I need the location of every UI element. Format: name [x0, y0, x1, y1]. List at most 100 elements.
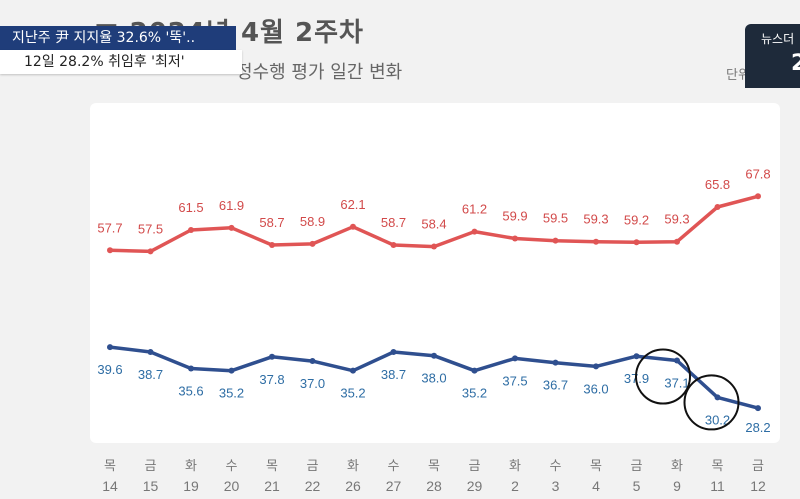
x-tick-day: 금 — [469, 459, 481, 474]
negative-data-label: 59.2 — [624, 212, 649, 227]
positive-point — [593, 363, 599, 370]
x-tick-date: 26 — [345, 478, 361, 494]
positive-data-label: 36.0 — [583, 381, 608, 396]
positive-data-label: 35.6 — [178, 384, 203, 399]
channel-name: 뉴스더 — [761, 32, 795, 46]
x-tick-day: 금 — [307, 459, 319, 474]
positive-data-label: 28.2 — [745, 420, 770, 435]
x-tick-day: 화 — [509, 459, 521, 474]
negative-point — [633, 239, 640, 246]
x-tick-day: 수 — [226, 459, 238, 474]
x-tick-day: 목 — [590, 459, 602, 474]
positive-point — [755, 405, 761, 412]
caption-headline: 지난주 尹 지지율 32.6% '뚝'.. — [0, 26, 236, 50]
x-tick-date: 4 — [592, 478, 600, 494]
negative-data-label: 67.8 — [745, 166, 770, 181]
chart-subtitle: 정수행 평가 일간 변화 — [236, 62, 403, 83]
x-tick-day: 화 — [185, 459, 197, 474]
x-tick-date: 3 — [552, 478, 560, 494]
positive-data-label: 36.7 — [543, 378, 568, 393]
caption-subline: 12일 28.2% 취임후 '최저' — [0, 50, 242, 74]
negative-data-label: 57.7 — [97, 220, 122, 235]
negative-data-label: 58.7 — [381, 215, 406, 230]
negative-data-label: 61.9 — [219, 198, 244, 213]
channel-badge: 뉴스더 2 — [745, 24, 800, 88]
x-tick-date: 21 — [264, 478, 280, 494]
x-tick-date: 15 — [143, 478, 159, 494]
negative-point — [269, 241, 275, 248]
positive-point — [471, 367, 478, 374]
negative-data-label: 58.4 — [421, 217, 446, 232]
positive-data-label: 30.2 — [705, 412, 730, 427]
highlight-circle — [683, 374, 740, 431]
negative-point — [188, 226, 194, 233]
negative-point — [350, 223, 356, 230]
negative-data-label: 58.9 — [300, 214, 325, 229]
negative-point — [390, 241, 397, 248]
negative-data-label: 65.8 — [705, 177, 730, 192]
negative-point — [147, 248, 154, 255]
x-tick-date: 2 — [511, 478, 519, 494]
x-tick-date: 11 — [710, 478, 725, 494]
negative-point — [471, 228, 478, 235]
negative-point — [552, 237, 559, 244]
positive-point — [269, 353, 275, 360]
negative-data-label: 59.3 — [664, 212, 689, 227]
negative-point — [107, 247, 113, 254]
x-tick-day: 수 — [388, 459, 400, 474]
positive-point — [714, 394, 721, 401]
positive-data-label: 39.6 — [97, 362, 122, 377]
positive-data-label: 37.8 — [259, 372, 284, 387]
x-tick-date: 19 — [183, 478, 199, 494]
positive-point — [350, 367, 356, 374]
x-tick-day: 금 — [631, 459, 643, 474]
positive-data-label: 37.1 — [664, 376, 689, 391]
negative-point — [593, 238, 599, 245]
x-tick-day: 목 — [104, 459, 116, 474]
channel-number: 2 — [791, 51, 800, 76]
negative-point — [512, 235, 518, 242]
positive-point — [188, 365, 194, 372]
positive-data-label: 35.2 — [219, 386, 244, 401]
x-tick-day: 화 — [671, 459, 683, 474]
positive-point — [147, 348, 154, 355]
negative-data-label: 57.5 — [138, 221, 163, 236]
negative-point — [755, 193, 761, 200]
x-tick-date: 27 — [386, 478, 402, 494]
positive-point — [390, 348, 397, 355]
x-tick-date: 14 — [102, 478, 118, 494]
negative-data-label: 59.3 — [583, 212, 608, 227]
negative-point — [431, 243, 437, 250]
negative-data-label: 59.9 — [502, 209, 527, 224]
negative-data-label: 59.5 — [543, 211, 568, 226]
x-tick-date: 9 — [673, 478, 681, 494]
positive-point — [228, 367, 235, 374]
positive-data-label: 37.0 — [300, 376, 325, 391]
positive-point — [633, 353, 640, 360]
plot-area — [90, 103, 780, 443]
positive-data-label: 38.0 — [421, 371, 446, 386]
x-tick-date: 20 — [224, 478, 240, 494]
x-tick-day: 수 — [550, 459, 562, 474]
highlight-circle — [635, 348, 691, 405]
negative-point — [714, 203, 721, 210]
x-tick-day: 금 — [145, 459, 157, 474]
positive-point — [512, 355, 518, 362]
negative-data-label: 62.1 — [340, 197, 365, 212]
positive-point — [674, 357, 680, 364]
x-tick-day: 목 — [428, 459, 440, 474]
negative-point — [309, 240, 316, 247]
positive-data-label: 35.2 — [462, 386, 487, 401]
x-tick-day: 목 — [266, 459, 278, 474]
x-tick-date: 29 — [467, 478, 483, 494]
positive-data-label: 37.5 — [502, 373, 527, 388]
positive-data-label: 38.7 — [381, 367, 406, 382]
negative-data-label: 61.5 — [178, 200, 203, 215]
x-tick-day: 목 — [712, 459, 724, 474]
negative-point — [674, 238, 680, 245]
negative-data-label: 61.2 — [462, 202, 487, 217]
x-tick-date: 28 — [426, 478, 442, 494]
positive-data-label: 38.7 — [138, 367, 163, 382]
x-tick-date: 22 — [305, 478, 321, 494]
x-tick-date: 5 — [633, 478, 641, 494]
